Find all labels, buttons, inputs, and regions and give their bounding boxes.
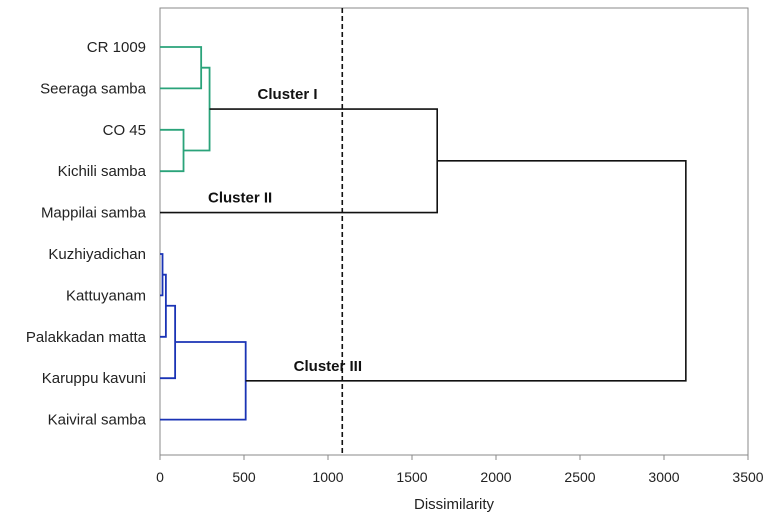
merge-I xyxy=(245,160,687,382)
cluster-label: Cluster I xyxy=(258,86,318,103)
leaf-label: Kuzhiyadichan xyxy=(48,246,146,263)
x-tick-label: 1500 xyxy=(396,469,427,485)
leaf-labels: CR 1009 Seeraga samba CO 45 Kichili samba Ma… xyxy=(26,39,147,429)
leaf-label: Palakkadan matta xyxy=(26,329,147,346)
leaf-label: Kichili samba xyxy=(58,163,147,180)
leaf-label: Karuppu kavuni xyxy=(42,370,146,387)
cluster-label: Cluster III xyxy=(294,358,362,375)
leaf-label: Mappilai samba xyxy=(41,205,147,222)
x-tick-label: 2000 xyxy=(480,469,511,485)
leaf-label: Seeraga samba xyxy=(40,80,147,97)
merge-C xyxy=(183,66,211,152)
leaf-label: CR 1009 xyxy=(87,39,146,56)
leaf-label: Kattuyanam xyxy=(66,287,146,304)
dendrogram-branches xyxy=(160,46,687,421)
x-axis-title: Dissimilarity xyxy=(414,496,494,513)
merge-G xyxy=(160,304,177,380)
plot-frame xyxy=(159,7,749,456)
merge-B xyxy=(160,128,185,173)
x-axis-ticks: 0 500 1000 1500 2000 2500 3000 3500 xyxy=(156,455,764,485)
leaf-label: Kaiviral samba xyxy=(48,412,147,429)
x-tick-label: 3500 xyxy=(732,469,763,485)
merge-D xyxy=(160,108,438,214)
x-tick-label: 0 xyxy=(156,469,164,485)
merge-H xyxy=(160,341,247,421)
x-tick-label: 3000 xyxy=(648,469,679,485)
leaf-label: CO 45 xyxy=(103,122,146,139)
x-tick-label: 2500 xyxy=(564,469,595,485)
x-tick-label: 1000 xyxy=(312,469,343,485)
cluster-labels: Cluster I Cluster II Cluster III xyxy=(208,86,362,375)
cluster-label: Cluster II xyxy=(208,190,272,207)
merge-A xyxy=(160,46,203,90)
x-tick-label: 500 xyxy=(232,469,256,485)
